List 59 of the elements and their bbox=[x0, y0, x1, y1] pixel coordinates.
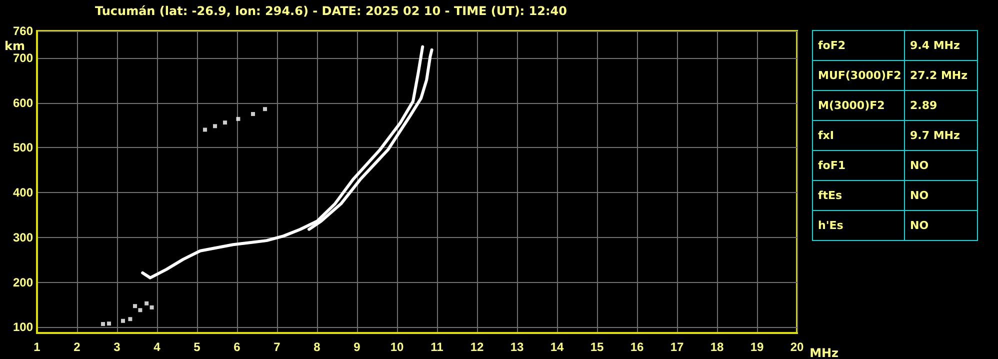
x-tick-label: 12 bbox=[470, 340, 484, 354]
text: 2.89 bbox=[904, 90, 978, 120]
y-tick-label: 400 bbox=[12, 186, 34, 200]
text: fxI bbox=[812, 120, 904, 150]
x-tick-label: 4 bbox=[154, 340, 161, 354]
text: NO bbox=[904, 210, 978, 240]
text: 9.7 MHz bbox=[904, 120, 978, 150]
x-tick-label: 1 bbox=[34, 340, 41, 354]
x-tick-label: 3 bbox=[114, 340, 121, 354]
text: M(3000)F2 bbox=[812, 90, 904, 120]
y-tick-label: 760 bbox=[12, 24, 34, 38]
point bbox=[263, 107, 267, 112]
text: h'Es bbox=[812, 210, 904, 240]
text: 9.4 MHz bbox=[904, 30, 978, 60]
point bbox=[138, 308, 142, 312]
y-tick-label: 600 bbox=[12, 96, 34, 110]
x-tick-label: 13 bbox=[510, 340, 524, 354]
point bbox=[107, 322, 111, 326]
point bbox=[213, 124, 217, 128]
point bbox=[251, 112, 255, 116]
y-tick-label: 200 bbox=[12, 275, 34, 290]
x-tick-label: 2 bbox=[74, 340, 81, 354]
text: NO bbox=[904, 180, 978, 210]
x-tick-label: 17 bbox=[670, 340, 684, 354]
point bbox=[223, 120, 227, 125]
x-tick-label: 11 bbox=[430, 340, 444, 354]
y-tick-label: 300 bbox=[12, 230, 34, 244]
text: 27.2 MHz bbox=[904, 60, 978, 90]
point bbox=[144, 301, 149, 306]
text: MUF(3000)F2 bbox=[812, 60, 904, 90]
text: foF2 bbox=[812, 30, 904, 60]
point bbox=[203, 128, 207, 132]
point bbox=[133, 304, 137, 308]
y-tick-label: 100 bbox=[12, 320, 34, 334]
x-tick-label: 14 bbox=[550, 340, 564, 354]
x-tick-label: 20 bbox=[790, 340, 804, 354]
point bbox=[150, 305, 154, 310]
x-axis-title: MHz bbox=[810, 346, 839, 359]
y-tick-label: 700 bbox=[12, 50, 34, 65]
y-tick-label: 500 bbox=[12, 140, 34, 155]
x-tick-label: 9 bbox=[354, 340, 361, 354]
point bbox=[101, 322, 105, 326]
x-tick-label: 7 bbox=[274, 340, 281, 354]
text: ftEs bbox=[812, 180, 904, 210]
point bbox=[128, 317, 132, 322]
x-tick-label: 19 bbox=[750, 340, 764, 354]
x-tick-label: 8 bbox=[314, 340, 321, 354]
point bbox=[121, 318, 125, 323]
chart-title: Tucumán (lat: -26.9, lon: 294.6) - DATE: 2025 02 10 - TIME (UT): 12:40 bbox=[95, 4, 567, 18]
x-tick-label: 15 bbox=[590, 340, 604, 354]
x-tick-label: 10 bbox=[390, 340, 404, 354]
x-tick-label: 16 bbox=[630, 340, 644, 354]
y-axis-title: km bbox=[4, 39, 25, 54]
x-tick-label: 5 bbox=[194, 340, 201, 354]
x-tick-label: 18 bbox=[710, 340, 724, 354]
x-tick-label: 6 bbox=[234, 340, 241, 354]
point bbox=[236, 116, 240, 121]
text: NO bbox=[904, 150, 978, 180]
text: foF1 bbox=[812, 150, 904, 180]
